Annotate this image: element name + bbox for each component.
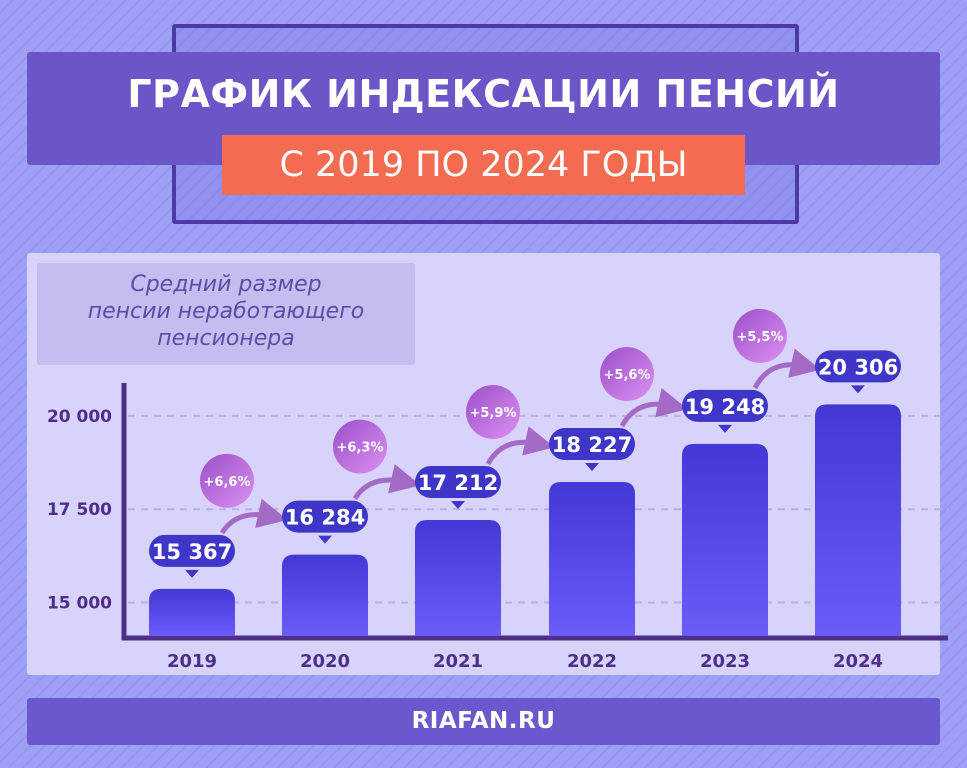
- growth-arrow: [352, 464, 421, 501]
- value-label-pill: [549, 428, 635, 461]
- value-label: 19 248: [685, 395, 765, 419]
- growth-label: +6,3%: [337, 441, 384, 456]
- x-tick-label: 2020: [300, 651, 350, 672]
- page-title: ГРАФИК ИНДЕКСАЦИИ ПЕНСИЙ: [127, 72, 840, 116]
- growth-arrow: [619, 388, 688, 428]
- value-pointer: [451, 500, 465, 509]
- bar: [549, 482, 635, 636]
- bar: [682, 443, 768, 636]
- x-tick-label: 2021: [433, 651, 483, 672]
- growth-label: +5,9%: [470, 406, 517, 421]
- growth-bubble: [466, 384, 520, 439]
- bar: [282, 554, 368, 636]
- value-pointer: [851, 385, 865, 394]
- chart-title-line: Средний размер: [130, 272, 322, 297]
- x-tick-label: 2023: [700, 651, 750, 672]
- chart-title-line: пенсионера: [157, 326, 295, 351]
- value-pointer: [185, 569, 199, 578]
- growth-label: +6,6%: [204, 475, 251, 490]
- growth-arrow: [219, 498, 288, 535]
- growth-bubble: [333, 419, 387, 474]
- value-label-pill: [815, 350, 901, 383]
- value-pointer: [318, 535, 332, 544]
- value-label-pill: [682, 389, 768, 422]
- bar: [815, 404, 901, 636]
- growth-label: +5,5%: [737, 330, 784, 345]
- value-label: 15 367: [152, 540, 232, 564]
- growth-bubble: [600, 347, 654, 402]
- value-label-pill: [415, 465, 501, 498]
- value-label: 20 306: [818, 355, 898, 379]
- value-label-pill: [149, 534, 235, 567]
- value-label: 17 212: [418, 471, 498, 495]
- bar: [415, 519, 501, 636]
- x-tick-label: 2022: [567, 651, 617, 672]
- growth-label: +5,6%: [604, 368, 651, 383]
- value-label: 16 284: [285, 506, 365, 530]
- bar: [149, 588, 235, 636]
- source-footer: RIAFAN.RU: [27, 698, 940, 745]
- chart-title-line: пенсии неработающего: [87, 299, 365, 324]
- x-tick-label: 2019: [167, 651, 217, 672]
- value-label: 18 227: [552, 433, 632, 457]
- value-pointer: [718, 424, 732, 433]
- growth-arrow: [752, 348, 821, 390]
- page-subtitle: С 2019 ПО 2024 ГОДЫ: [222, 135, 745, 195]
- x-tick-label: 2024: [833, 651, 883, 672]
- growth-bubble: [200, 453, 254, 508]
- growth-bubble: [733, 308, 787, 363]
- y-tick-label: 15 000: [47, 594, 112, 614]
- chart-title: Средний размер пенсии неработающего пенс…: [37, 263, 415, 365]
- value-pointer: [585, 463, 599, 472]
- y-tick-label: 17 500: [47, 500, 112, 520]
- y-tick-label: 20 000: [47, 407, 112, 427]
- growth-arrow: [485, 426, 555, 466]
- value-label-pill: [282, 500, 368, 533]
